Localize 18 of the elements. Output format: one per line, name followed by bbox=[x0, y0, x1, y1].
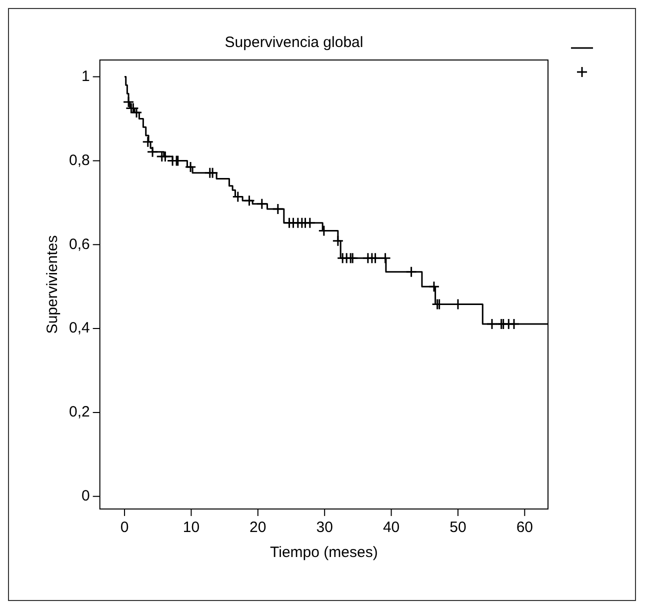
y-tick-label: 0,8 bbox=[68, 152, 90, 169]
y-axis-title: Supervivientes bbox=[44, 235, 62, 334]
y-tick-label: 0,4 bbox=[68, 320, 90, 337]
x-tick-label: 0 bbox=[120, 519, 129, 536]
x-tick-label: 40 bbox=[382, 519, 400, 536]
x-tick-label: 10 bbox=[182, 519, 200, 536]
y-tick-label: 1 bbox=[82, 68, 90, 85]
point bbox=[184, 161, 196, 173]
y-tick-label: 0 bbox=[82, 488, 90, 505]
y-tick-label: 0,6 bbox=[68, 236, 90, 253]
x-axis-title: Tiempo (meses) bbox=[270, 544, 378, 562]
y-tick-label: 0,2 bbox=[68, 404, 90, 421]
x-tick-label: 20 bbox=[250, 519, 266, 536]
x-tick-label: 50 bbox=[450, 519, 466, 536]
x-tick-label: 30 bbox=[316, 519, 333, 536]
x-tick-label: 60 bbox=[516, 519, 534, 536]
chart-title: Supervivencia global bbox=[224, 34, 364, 52]
point bbox=[142, 136, 154, 148]
